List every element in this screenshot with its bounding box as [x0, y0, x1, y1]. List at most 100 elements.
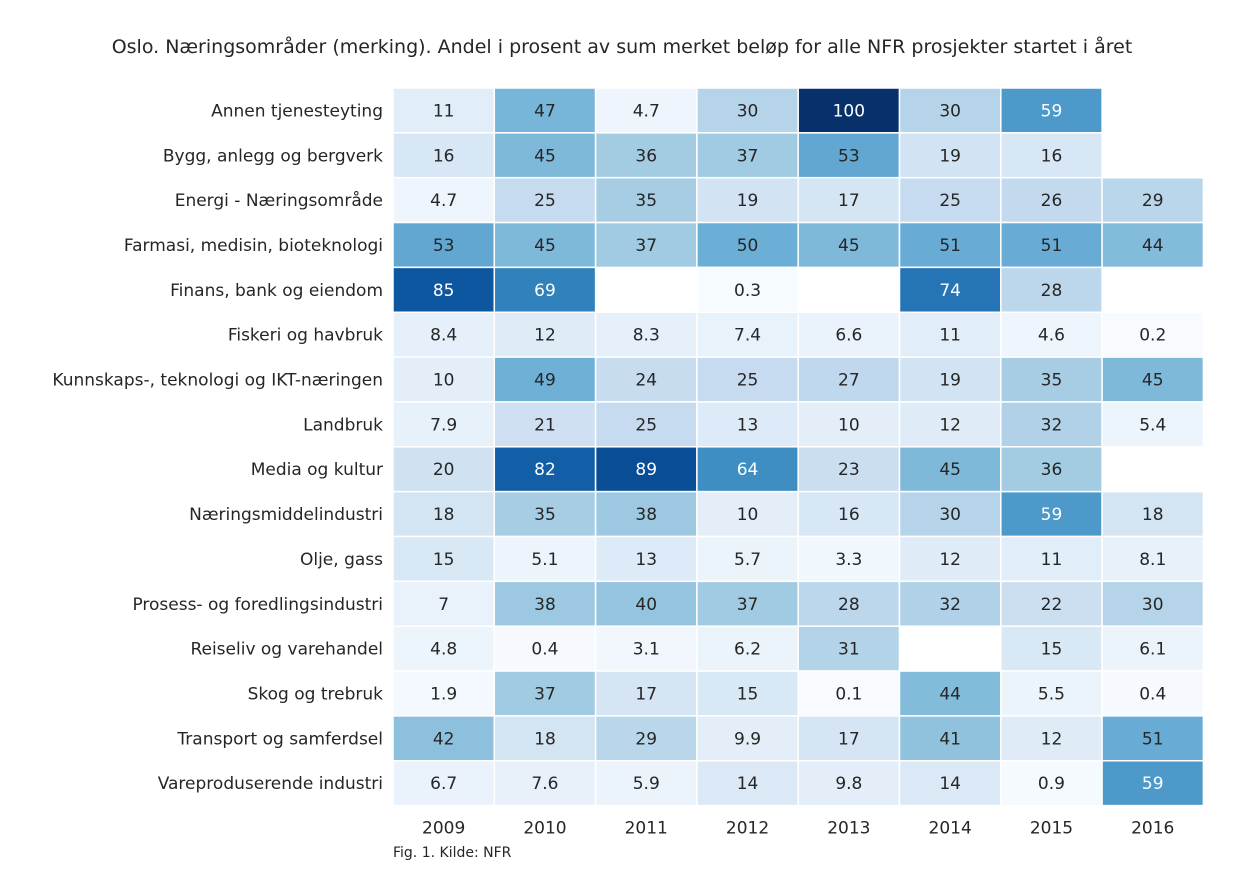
heatmap-cell-label-prosess-og-foredlingsindustri-2012: 37	[737, 595, 759, 615]
heatmap-cell-label-farmasi-medisin-bioteknologi-2012: 50	[737, 236, 759, 256]
heatmap-cell-label-prosess-og-foredlingsindustri-2015: 22	[1041, 595, 1063, 615]
heatmap-cell-label-næringsmiddelindustri-2013: 16	[838, 505, 860, 525]
heatmap-cell-label-finans-bank-og-eiendom-2012: 0.3	[734, 281, 761, 301]
row-label-fiskeri-og-havbruk: Fiskeri og havbruk	[228, 326, 383, 346]
heatmap-cell-skog-og-trebruk-2009	[392, 670, 496, 717]
heatmap-cell-label-skog-og-trebruk-2013: 0.1	[835, 684, 862, 704]
heatmap-cell-label-energi-næringsområde-2012: 19	[737, 191, 759, 211]
heatmap-cell-label-transport-og-samferdsel-2016: 51	[1142, 729, 1164, 749]
heatmap-cell-bygg-anlegg-og-bergverk-2014	[898, 132, 1002, 179]
heatmap-cell-label-reiseliv-og-varehandel-2011: 3.1	[633, 640, 660, 660]
heatmap-cell-label-energi-næringsområde-2016: 29	[1142, 191, 1164, 211]
heatmap-cell-label-landbruk-2015: 32	[1041, 415, 1063, 435]
heatmap-cell-farmasi-medisin-bioteknologi-2016	[1101, 221, 1205, 269]
heatmap-cell-skog-og-trebruk-2016	[1101, 670, 1205, 717]
row-label-næringsmiddelindustri: Næringsmiddelindustri	[189, 505, 383, 525]
heatmap-cell-label-energi-næringsområde-2010: 25	[534, 191, 556, 211]
heatmap-cell-label-landbruk-2011: 25	[635, 415, 657, 435]
row-label-landbruk: Landbruk	[303, 415, 383, 435]
row-label-media-og-kultur: Media og kultur	[251, 460, 383, 480]
heatmap-cell-label-farmasi-medisin-bioteknologi-2015: 51	[1041, 236, 1063, 256]
heatmap-cell-label-skog-og-trebruk-2010: 37	[534, 684, 556, 704]
heatmap-cell-label-skog-og-trebruk-2009: 1.9	[430, 684, 457, 704]
row-label-vareproduserende-industri: Vareproduserende industri	[158, 774, 383, 794]
heatmap-cell-label-bygg-anlegg-og-bergverk-2015: 16	[1041, 146, 1063, 166]
heatmap-cell-energi-næringsområde-2013	[797, 176, 901, 224]
heatmap-cell-skog-og-trebruk-2011	[594, 670, 698, 717]
heatmap-cell-label-reiseliv-og-varehandel-2012: 6.2	[734, 640, 761, 660]
heatmap-cell-label-transport-og-samferdsel-2012: 9.9	[734, 729, 761, 749]
heatmap-cell-label-finans-bank-og-eiendom-2009: 85	[433, 281, 455, 301]
heatmap-cell-label-kunnskaps-teknologi-og-ikt-næringen-2014: 19	[939, 371, 961, 391]
heatmap-cell-olje-gass-2016	[1101, 535, 1205, 583]
heatmap-cell-label-transport-og-samferdsel-2009: 42	[433, 729, 455, 749]
row-label-farmasi-medisin-bioteknologi: Farmasi, medisin, bioteknologi	[124, 236, 383, 256]
heatmap-cell-label-fiskeri-og-havbruk-2015: 4.6	[1038, 326, 1065, 346]
heatmap-cell-energi-næringsområde-2009	[392, 176, 496, 224]
heatmap-cell-label-finans-bank-og-eiendom-2015: 28	[1041, 281, 1063, 301]
heatmap-cell-reiseliv-og-varehandel-2016	[1101, 625, 1205, 672]
heatmap-cell-label-energi-næringsområde-2009: 4.7	[430, 191, 457, 211]
heatmap-cell-farmasi-medisin-bioteknologi-2013	[797, 221, 901, 269]
heatmap-cell-olje-gass-2014	[898, 535, 1002, 583]
heatmap-cell-label-transport-og-samferdsel-2014: 41	[939, 729, 961, 749]
heatmap-cell-label-prosess-og-foredlingsindustri-2009: 7	[438, 595, 449, 615]
heatmap-cell-label-annen-tjenesteyting-2013: 100	[833, 101, 865, 121]
heatmap-cell-finans-bank-og-eiendom-2010	[493, 266, 597, 313]
heatmap-cell-label-transport-og-samferdsel-2011: 29	[635, 729, 657, 749]
heatmap-cell-olje-gass-2009	[392, 535, 496, 583]
heatmap-cell-label-transport-og-samferdsel-2013: 17	[838, 729, 860, 749]
heatmap-cell-vareproduserende-industri-2014	[898, 760, 1002, 807]
row-label-prosess-og-foredlingsindustri: Prosess- og foredlingsindustri	[132, 595, 383, 615]
heatmap-cell-finans-bank-og-eiendom-2009	[392, 266, 496, 313]
heatmap-cell-label-næringsmiddelindustri-2016: 18	[1142, 505, 1164, 525]
heatmap-cell-label-kunnskaps-teknologi-og-ikt-næringen-2012: 25	[737, 371, 759, 391]
column-label-2011: 2011	[625, 819, 668, 839]
heatmap-cell-finans-bank-og-eiendom-2012	[696, 266, 799, 313]
heatmap-cell-label-farmasi-medisin-bioteknologi-2011: 37	[635, 236, 657, 256]
heatmap-cell-label-kunnskaps-teknologi-og-ikt-næringen-2011: 24	[635, 371, 657, 391]
heatmap-cell-label-reiseliv-og-varehandel-2016: 6.1	[1139, 640, 1166, 660]
heatmap-cell-kunnskaps-teknologi-og-ikt-næringen-2015	[1000, 356, 1103, 403]
heatmap-cell-label-energi-næringsområde-2013: 17	[838, 191, 860, 211]
row-label-finans-bank-og-eiendom: Finans, bank og eiendom	[170, 281, 383, 301]
heatmap-cell-prosess-og-foredlingsindustri-2015	[1000, 580, 1103, 627]
heatmap-cell-label-vareproduserende-industri-2009: 6.7	[430, 774, 457, 794]
heatmap-cell-label-reiseliv-og-varehandel-2010: 0.4	[531, 640, 558, 660]
heatmap-cell-label-prosess-og-foredlingsindustri-2013: 28	[838, 595, 860, 615]
heatmap-cell-label-kunnskaps-teknologi-og-ikt-næringen-2010: 49	[534, 371, 556, 391]
heatmap-cell-label-annen-tjenesteyting-2009: 11	[433, 101, 455, 121]
heatmap-cell-label-reiseliv-og-varehandel-2015: 15	[1041, 640, 1063, 660]
heatmap-cell-label-næringsmiddelindustri-2011: 38	[635, 505, 657, 525]
heatmap-cell-transport-og-samferdsel-2016	[1101, 715, 1205, 762]
heatmap-cell-label-vareproduserende-industri-2013: 9.8	[835, 774, 862, 794]
heatmap-cell-label-skog-og-trebruk-2015: 5.5	[1038, 684, 1065, 704]
heatmap-cell-finans-bank-og-eiendom-2015	[1000, 266, 1103, 313]
heatmap-cell-olje-gass-2010	[493, 535, 597, 583]
heatmap-cell-transport-og-samferdsel-2011	[594, 715, 698, 762]
heatmap-cell-label-olje-gass-2015: 11	[1041, 550, 1063, 570]
heatmap-cell-label-næringsmiddelindustri-2014: 30	[939, 505, 961, 525]
heatmap-cell-label-annen-tjenesteyting-2010: 47	[534, 101, 556, 121]
heatmap-cell-label-olje-gass-2016: 8.1	[1139, 550, 1166, 570]
heatmap-cell-label-landbruk-2010: 21	[534, 415, 556, 435]
heatmap-cell-fiskeri-og-havbruk-2009	[392, 311, 496, 358]
heatmap-cell-label-fiskeri-og-havbruk-2011: 8.3	[633, 326, 660, 346]
heatmap-cell-label-olje-gass-2011: 13	[635, 550, 657, 570]
heatmap-cell-label-bygg-anlegg-og-bergverk-2012: 37	[737, 146, 759, 166]
heatmap-cell-label-kunnskaps-teknologi-og-ikt-næringen-2016: 45	[1142, 371, 1164, 391]
heatmap-cell-finans-bank-og-eiendom-2014	[898, 266, 1002, 313]
heatmap-cell-label-olje-gass-2013: 3.3	[835, 550, 862, 570]
heatmap-cell-label-landbruk-2014: 12	[939, 415, 961, 435]
heatmap-cell-label-kunnskaps-teknologi-og-ikt-næringen-2015: 35	[1041, 371, 1063, 391]
heatmap-cell-media-og-kultur-2011	[594, 446, 698, 493]
heatmap-cell-label-olje-gass-2009: 15	[433, 550, 455, 570]
heatmap-cell-label-vareproduserende-industri-2015: 0.9	[1038, 774, 1065, 794]
heatmap-cell-label-fiskeri-og-havbruk-2012: 7.4	[734, 326, 761, 346]
heatmap-cell-label-media-og-kultur-2009: 20	[433, 460, 455, 480]
heatmap-cell-label-media-og-kultur-2013: 23	[838, 460, 860, 480]
row-label-kunnskaps-teknologi-og-ikt-næringen: Kunnskaps-, teknologi og IKT-næringen	[52, 371, 383, 391]
heatmap-cell-farmasi-medisin-bioteknologi-2010	[493, 221, 597, 269]
heatmap-cell-label-media-og-kultur-2015: 36	[1041, 460, 1063, 480]
